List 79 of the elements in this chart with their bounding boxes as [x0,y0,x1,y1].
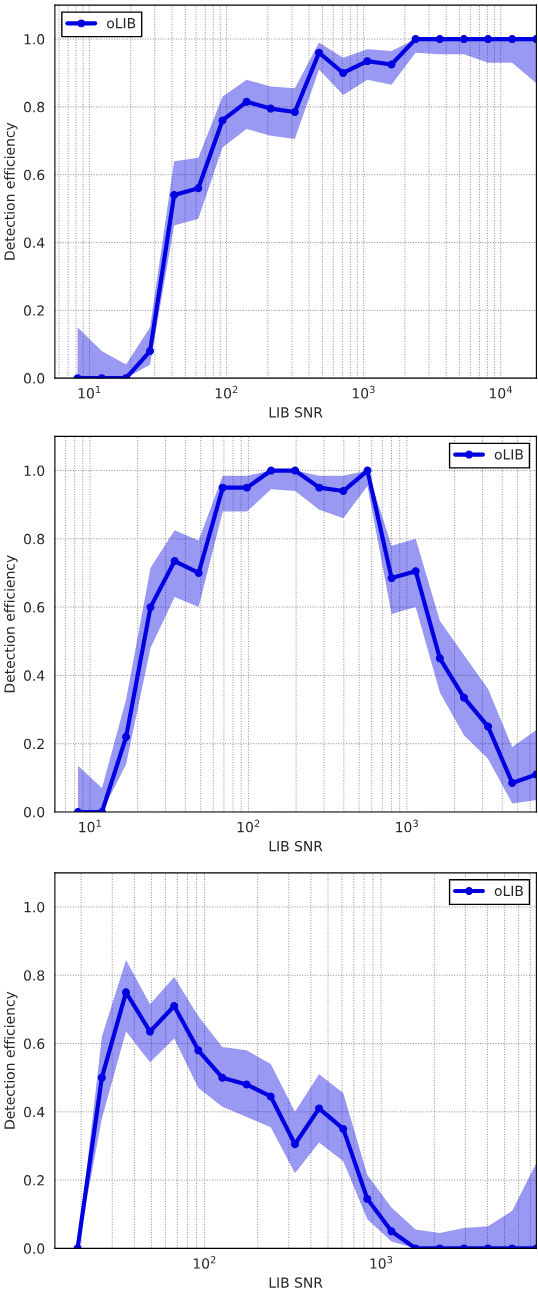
y-tick-label: 0.4 [23,237,45,248]
point [459,693,468,702]
point [146,1027,155,1036]
x-tick-label: 10$^{2}$ [193,1256,216,1269]
x-axis-title: LIB SNR [269,1277,323,1288]
point [194,1046,203,1055]
y-tick-label: 0.0 [23,806,45,818]
point [266,104,275,113]
x-tick-label: 10$^{1}$ [78,385,101,399]
x-axis-title: LIB SNR [269,840,323,852]
point [242,97,251,106]
point [363,466,372,475]
point [242,1080,251,1089]
y-tick-label: 1.0 [24,465,45,477]
point [315,48,324,57]
point [484,722,493,731]
x-tick-label: 10$^{4}$ [490,385,512,399]
point [435,654,444,663]
x-tick-label: 10$^{3}$ [370,1256,393,1269]
point [387,1227,396,1236]
point [435,35,444,44]
y-tick-label: 1.0 [24,34,45,45]
y-tick-label: 0.0 [23,373,45,384]
point [194,184,203,193]
point [459,35,468,44]
point [363,57,372,66]
y-axis-title: Detection efficiency [4,122,18,260]
point [146,603,155,612]
point [339,487,348,496]
y-axis-title: Detection efficiency [4,991,18,1129]
legend-label: oLIB [107,18,136,29]
y-tick-label: 0.8 [23,533,45,545]
point [170,191,179,200]
point [411,35,420,44]
x-tick-label: 10$^{3}$ [396,819,418,833]
legend-label: oLIB [494,449,523,460]
x-tick-label: 10$^{1}$ [79,819,101,833]
point [339,1124,348,1133]
point [339,69,348,77]
point [218,1073,227,1082]
y-tick-label: 0.4 [23,1106,45,1118]
point [267,466,276,475]
point [122,732,131,741]
point [242,483,251,492]
y-tick-label: 1.0 [24,901,45,913]
point [170,557,179,566]
x-tick-label: 10$^{3}$ [352,385,375,399]
point [194,568,203,577]
point [146,347,155,356]
point [508,35,517,44]
y-tick-label: 0.8 [23,101,45,113]
point [266,1092,275,1101]
y-tick-label: 0.4 [23,670,45,681]
y-tick-label: 0.2 [23,738,44,750]
point [315,483,324,492]
point [97,1073,106,1082]
y-tick-label: 0.2 [23,1175,44,1186]
y-tick-label: 0.6 [23,1038,45,1050]
y-tick-label: 0.8 [23,970,45,981]
point [484,35,493,44]
point [218,483,227,492]
y-tick-label: 0.6 [23,602,45,613]
x-axis-title: LIB SNR [269,407,323,418]
point [315,1104,324,1113]
x-tick-label: 10$^{2}$ [215,385,238,399]
y-tick-label: 0.6 [23,169,45,181]
point [291,466,300,475]
x-tick-label: 10$^{2}$ [237,819,260,833]
point [387,574,396,583]
y-axis-title: Detection efficiency [4,555,18,693]
point [290,107,299,116]
point [363,1194,372,1203]
y-tick-label: 0.2 [23,305,44,316]
point [218,116,227,125]
y-tick-label: 0.0 [23,1243,45,1254]
point [411,567,420,576]
point [508,778,517,787]
point [387,60,396,69]
legend-label: oLIB [494,885,523,897]
